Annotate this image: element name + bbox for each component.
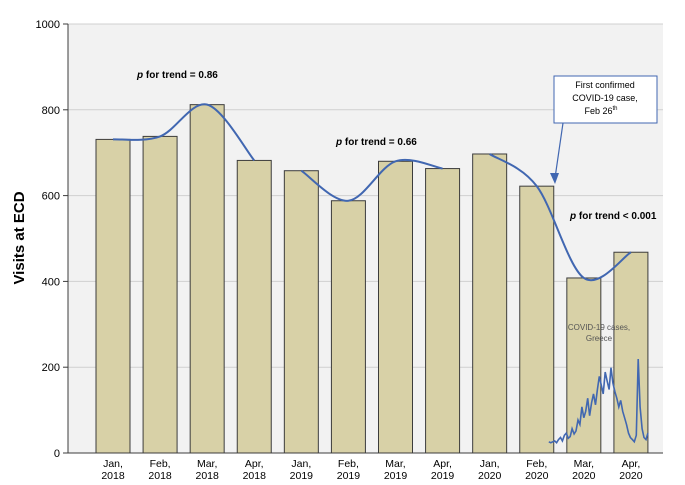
x-tick-label-8-year: 2019: [431, 470, 455, 482]
bar-9: [472, 153, 508, 454]
y-tick-label-200: 200: [42, 362, 60, 374]
bars-group: [95, 104, 649, 454]
bar-12: [613, 251, 649, 454]
first-case-line1: First confirmed: [575, 80, 635, 90]
trend-2019-label: p for trend = 0.66: [335, 137, 417, 148]
x-tick-label-9-month: Jan,: [480, 458, 500, 470]
x-tick-label-5-month: Jan,: [291, 458, 311, 470]
x-tick-label-10-year: 2020: [525, 470, 549, 482]
bar-3: [189, 104, 225, 454]
covid-cases-label-line2: Greece: [586, 334, 613, 343]
first-case-arrow-head: [550, 173, 559, 184]
bar-8: [425, 168, 461, 454]
bar-4: [236, 159, 272, 454]
x-tick-label-2-month: Feb,: [150, 458, 171, 470]
y-tick-label-800: 800: [42, 105, 60, 117]
trend-2018-p: p: [136, 70, 143, 81]
x-tick-label-5-year: 2019: [290, 470, 314, 482]
x-tick-label-10-month: Feb,: [526, 458, 547, 470]
first-case-box: [553, 75, 658, 124]
trend-curves-group: [112, 103, 632, 282]
trend-curve-1: [112, 103, 256, 162]
x-tick-label-1-month: Jan,: [103, 458, 123, 470]
bar-11: [566, 277, 602, 454]
x-tick-label-1-year: 2018: [101, 470, 125, 482]
x-tick-label-11-year: 2020: [572, 470, 596, 482]
y-tick-labels: 0 200 400 600 800 1000: [36, 19, 68, 460]
bar-10: [519, 185, 555, 454]
first-case-date: Feb 26: [584, 106, 612, 116]
trend-2020-p: p: [569, 211, 576, 222]
first-case-line2: COVID-19 case,: [572, 93, 638, 103]
first-case-callout: First confirmed COVID-19 case, Feb 26th: [550, 75, 658, 184]
trend-2020-label: p for trend < 0.001: [569, 211, 657, 222]
trend-2018-label: p for trend = 0.86: [136, 70, 218, 81]
x-tick-label-7-month: Mar,: [385, 458, 405, 470]
first-case-line3: Feb 26th: [584, 106, 617, 116]
x-tick-label-6-month: Feb,: [338, 458, 359, 470]
y-tick-label-400: 400: [42, 276, 60, 288]
bar-5: [283, 170, 319, 454]
x-tick-label-4-month: Apr,: [245, 458, 264, 470]
x-tick-label-12-year: 2020: [619, 470, 643, 482]
x-tick-labels: Jan,2018Feb,2018Mar,2018Apr,2018Jan,2019…: [101, 458, 642, 482]
trend-curve-2: [300, 158, 443, 202]
covid-cases-label-line1: COVID-19 cases,: [568, 323, 630, 332]
trend-2020-text: for trend < 0.001: [576, 211, 657, 222]
x-tick-label-4-year: 2018: [243, 470, 267, 482]
axes-group: [67, 24, 663, 454]
x-tick-label-11-month: Mar,: [574, 458, 594, 470]
bar-1: [95, 138, 131, 454]
bar-6: [330, 200, 366, 454]
x-tick-label-8-month: Apr,: [433, 458, 452, 470]
first-case-arrow-line: [554, 122, 564, 179]
bar-2: [142, 135, 178, 454]
x-tick-label-12-month: Apr,: [622, 458, 641, 470]
y-tick-label-600: 600: [42, 191, 60, 203]
y-axis-label: Visits at ECD: [11, 191, 28, 284]
covid-cases-line: [548, 358, 649, 444]
x-tick-label-6-year: 2019: [337, 470, 361, 482]
trend-2018-text: for trend = 0.86: [143, 70, 218, 81]
x-tick-label-7-year: 2019: [384, 470, 408, 482]
x-tick-label-3-month: Mar,: [197, 458, 217, 470]
trend-2019-p: p: [335, 137, 342, 148]
x-tick-label-9-year: 2020: [478, 470, 502, 482]
y-tick-label-1000: 1000: [36, 19, 60, 31]
y-tick-label-0: 0: [54, 448, 60, 460]
x-tick-label-3-year: 2018: [195, 470, 219, 482]
trend-curve-3: [489, 153, 632, 282]
first-case-sup: th: [613, 106, 618, 112]
bar-7: [378, 160, 413, 454]
trend-2019-text: for trend = 0.66: [342, 137, 417, 148]
covid-cases-group: [548, 358, 649, 444]
x-tick-label-2-year: 2018: [148, 470, 172, 482]
